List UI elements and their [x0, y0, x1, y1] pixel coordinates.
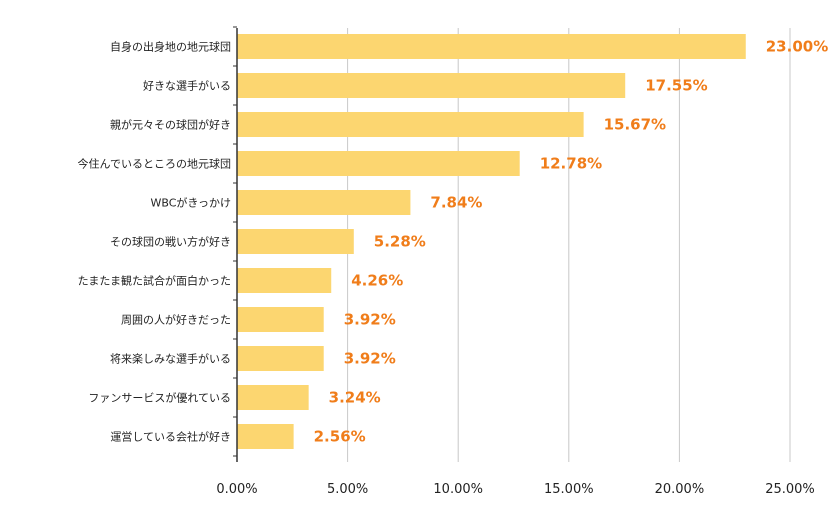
category-axis — [233, 26, 238, 462]
data-label-4: 7.84% — [430, 194, 482, 212]
bar-8 — [237, 346, 324, 371]
data-label-7: 3.92% — [344, 311, 396, 329]
bar-0 — [237, 34, 746, 59]
data-label-3: 12.78% — [540, 155, 602, 173]
category-labels: 自身の出身地の地元球団好きな選手がいる親が元々その球団が好き今住んでいるところの… — [78, 40, 231, 444]
category-label-0: 自身の出身地の地元球団 — [110, 40, 231, 54]
data-labels: 23.00% 17.55% 15.67% 12.78% 7.84% 5.28% 4.26% 3… — [314, 38, 829, 446]
data-label-5: 5.28% — [374, 233, 426, 251]
bar-3 — [237, 151, 520, 176]
data-label-10: 2.56% — [314, 428, 366, 446]
data-label-9: 3.24% — [329, 389, 381, 407]
bar-1 — [237, 73, 626, 98]
bar-7 — [237, 307, 324, 332]
tick-label-1: 5.00% — [327, 482, 368, 497]
bar-2 — [237, 112, 584, 137]
data-label-8: 3.92% — [344, 350, 396, 368]
category-label-5: その球団の戦い方が好き — [110, 235, 231, 249]
category-label-4: WBCがきっかけ — [151, 196, 231, 210]
grid-lines — [347, 28, 791, 462]
tick-label-4: 20.00% — [655, 482, 705, 497]
category-label-7: 周囲の人が好きだった — [121, 313, 231, 327]
tick-label-3: 15.00% — [544, 482, 594, 497]
data-label-1: 17.55% — [645, 77, 707, 95]
category-label-2: 親が元々その球団が好き — [110, 118, 231, 132]
bar-4 — [237, 190, 411, 215]
category-label-1: 好きな選手がいる — [143, 79, 231, 93]
bar-9 — [237, 385, 309, 410]
tick-label-5: 25.00% — [765, 482, 815, 497]
bar-10 — [237, 424, 294, 449]
tick-label-0: 0.00% — [216, 482, 257, 497]
data-label-2: 15.67% — [604, 116, 666, 134]
bar-6 — [237, 268, 332, 293]
category-label-9: ファンサービスが優れている — [88, 391, 231, 405]
category-label-3: 今住んでいるところの地元球団 — [78, 157, 231, 171]
category-label-10: 運営している会社が好き — [110, 430, 231, 444]
tick-labels: 0.00% 5.00% 10.00% 15.00% 20.00% 25.00% — [216, 482, 814, 497]
category-label-8: 将来楽しみな選手がいる — [110, 352, 231, 366]
bar-5 — [237, 229, 354, 254]
bars — [237, 34, 746, 449]
category-label-6: たまたま観た試合が面白かった — [78, 274, 231, 288]
data-label-0: 23.00% — [766, 38, 828, 56]
tick-label-2: 10.00% — [433, 482, 483, 497]
data-label-6: 4.26% — [351, 272, 403, 290]
